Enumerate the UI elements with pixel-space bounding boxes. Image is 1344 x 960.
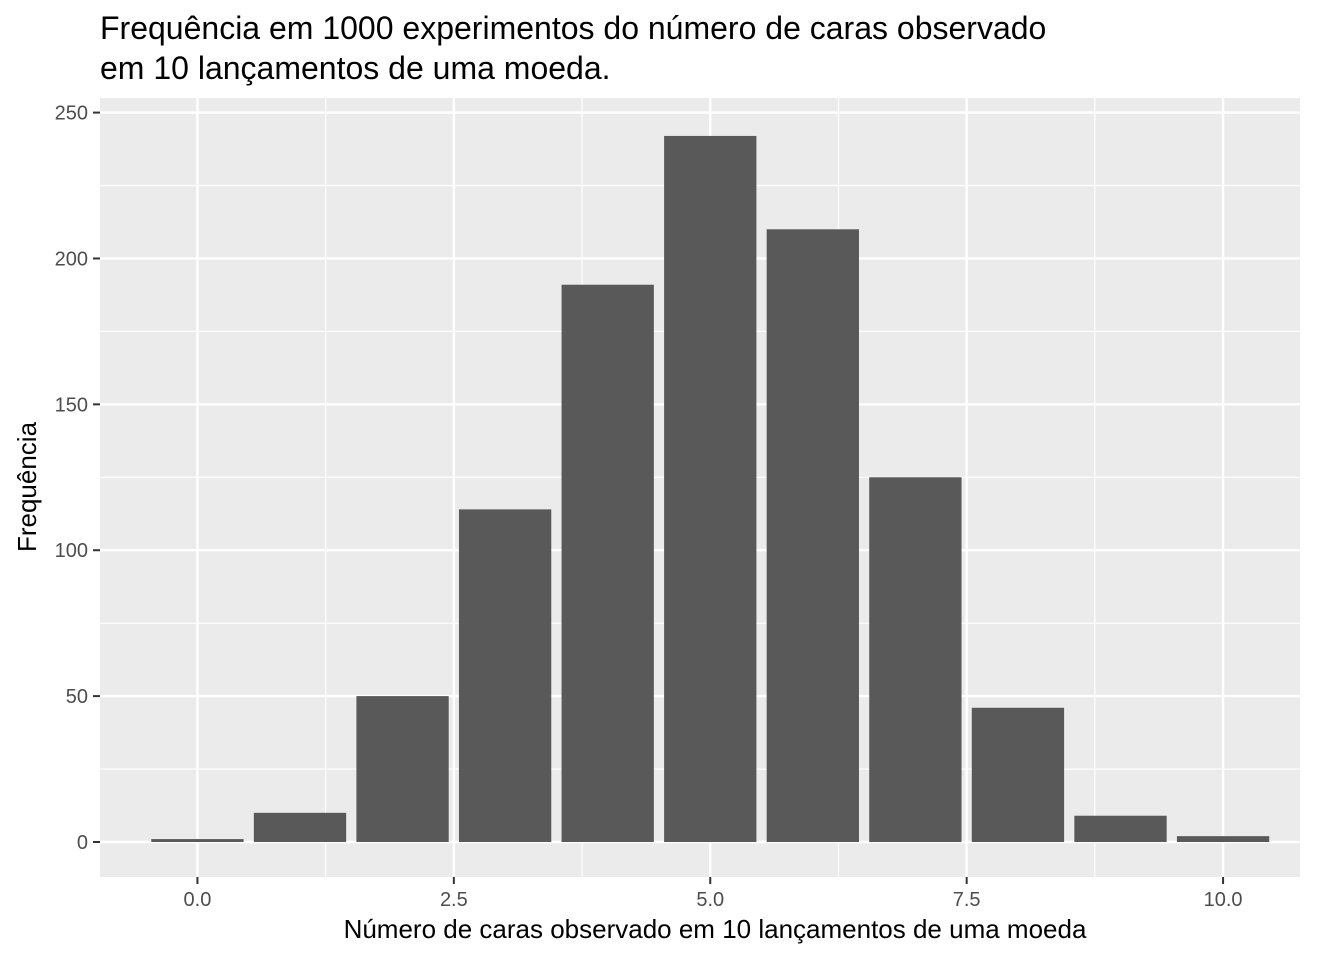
- x-tick-label: 5.0: [696, 889, 724, 911]
- y-tick-label: 50: [66, 686, 88, 708]
- chart-title-line-2: em 10 lançamentos de uma moeda.: [100, 50, 611, 86]
- y-tick-label: 150: [55, 394, 88, 416]
- bar-2: [356, 696, 449, 842]
- chart-title-line-1: Frequência em 1000 experimentos do númer…: [100, 10, 1047, 46]
- bar-9: [1074, 815, 1167, 842]
- y-tick-label: 0: [77, 832, 88, 854]
- x-tick-label: 2.5: [440, 889, 468, 911]
- x-axis: 0.0 2.5 5.0 7.5 10.0: [184, 877, 1243, 911]
- bars: [151, 135, 1270, 842]
- y-tick-label: 200: [55, 248, 88, 270]
- y-tick-label: 100: [55, 540, 88, 562]
- bar-5: [664, 135, 757, 842]
- y-axis-title: Frequência: [12, 421, 42, 552]
- bar-0: [151, 839, 244, 842]
- bar-7: [869, 477, 962, 842]
- bar-1: [253, 812, 347, 842]
- x-tick-label: 10.0: [1204, 889, 1243, 911]
- bar-8: [971, 707, 1065, 842]
- x-axis-title: Número de caras observado em 10 lançamen…: [344, 914, 1087, 944]
- bar-6: [766, 229, 859, 842]
- x-tick-label: 7.5: [953, 889, 981, 911]
- bar-4: [561, 284, 654, 842]
- bar-3: [458, 509, 552, 842]
- y-axis: 0 50 100 150 200 250: [55, 103, 100, 854]
- y-tick-label: 250: [55, 103, 88, 125]
- x-tick-label: 0.0: [184, 889, 212, 911]
- chart-title: Frequência em 1000 experimentos do númer…: [100, 8, 1300, 88]
- bar-10: [1176, 836, 1270, 842]
